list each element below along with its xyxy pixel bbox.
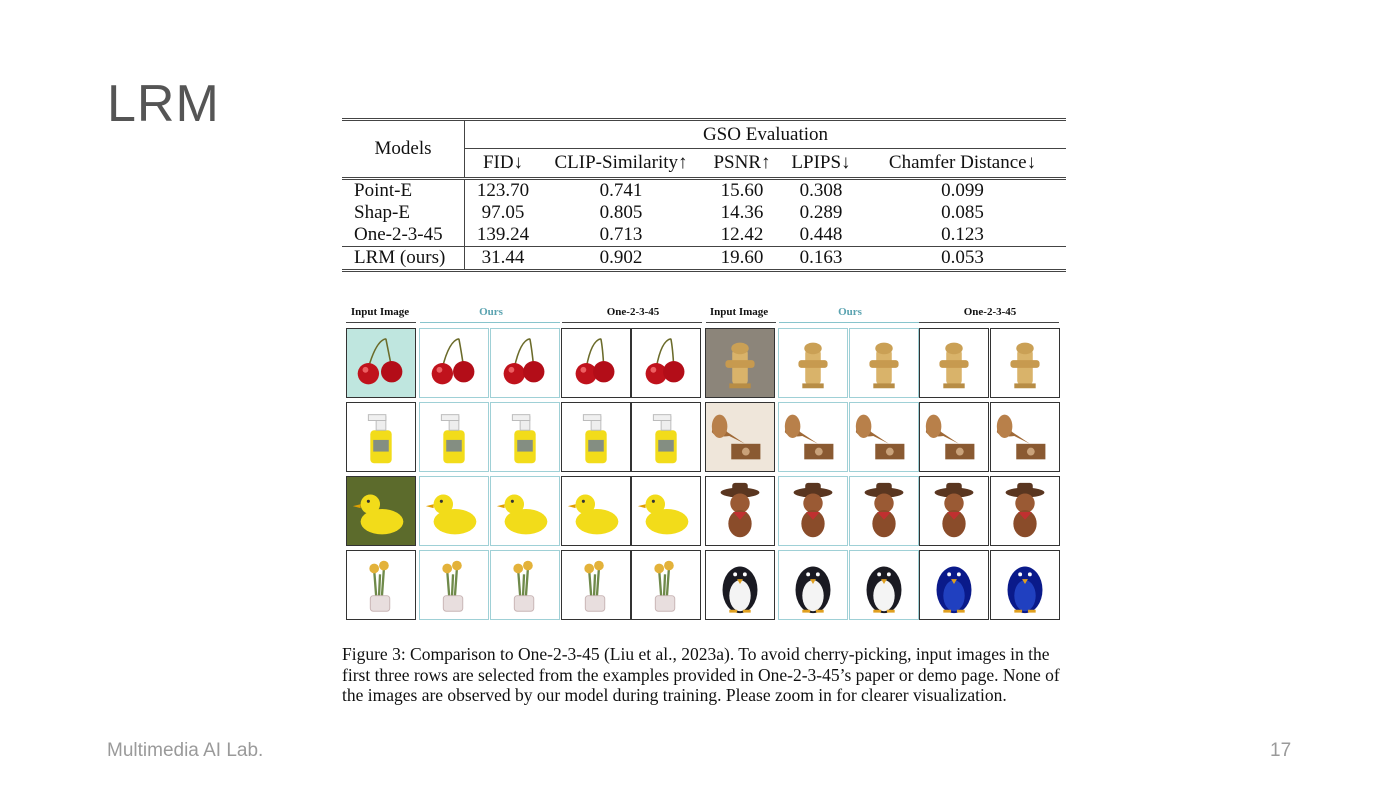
- rubber-duck-ours-render: [419, 476, 489, 546]
- cowboy-teddy-baseline-render: [990, 476, 1060, 546]
- gramophone-input-image: [705, 402, 775, 472]
- cherries-ours-render: [419, 328, 489, 398]
- cherries-baseline-render: [631, 328, 701, 398]
- header-rule: [346, 322, 416, 323]
- spray-bottle-ours-render: [419, 402, 489, 472]
- table-cell: 31.44: [464, 246, 541, 271]
- fire-hydrant-baseline-render: [919, 328, 989, 398]
- fire-hydrant-ours-render: [778, 328, 848, 398]
- table-row: Point-E 123.70 0.741 15.60 0.308 0.099: [342, 178, 1066, 202]
- rubber-duck-ours-render: [490, 476, 560, 546]
- table-cell: 0.163: [783, 246, 859, 271]
- table-cell: 0.713: [599, 224, 643, 245]
- column-header: CLIP-Similarity↑: [554, 152, 688, 173]
- model-name: LRM (ours): [342, 246, 465, 271]
- table-cell: 0.448: [799, 224, 843, 245]
- cowboy-teddy-ours-render: [778, 476, 848, 546]
- table-cell: 0.308: [799, 180, 843, 201]
- header-rule: [706, 322, 776, 323]
- figure-header: Ours: [838, 306, 862, 318]
- cowboy-teddy-ours-render: [849, 476, 919, 546]
- table-row: Shap-E 97.05 0.805 14.36 0.289 0.085: [342, 202, 1066, 224]
- models-header: Models: [342, 119, 465, 179]
- gramophone-ours-render: [849, 402, 919, 472]
- figure-header: One-2-3-45: [963, 306, 1017, 318]
- penguin-input-image: [705, 550, 775, 620]
- table-cell: 0.289: [799, 202, 843, 223]
- fire-hydrant-ours-render: [849, 328, 919, 398]
- header-rule: [562, 322, 702, 323]
- penguin-baseline-render: [919, 550, 989, 620]
- slide-title: LRM: [107, 75, 220, 133]
- header-rule: [420, 322, 560, 323]
- cowboy-teddy-input-image: [705, 476, 775, 546]
- table-cell: 0.741: [599, 180, 643, 201]
- table-row-ours: LRM (ours) 31.44 0.902 19.60 0.163 0.053: [342, 246, 1066, 271]
- results-table-container: Models GSO Evaluation FID↓ CLIP-Similari…: [342, 118, 1066, 272]
- cherries-input-image: [346, 328, 416, 398]
- table-cell: 14.36: [720, 202, 764, 223]
- table-cell: 12.42: [720, 224, 764, 245]
- column-header: LPIPS↓: [791, 152, 851, 173]
- flower-pot-ours-render: [490, 550, 560, 620]
- flower-pot-ours-render: [419, 550, 489, 620]
- column-header: Chamfer Distance↓: [888, 152, 1037, 173]
- cherries-baseline-render: [561, 328, 631, 398]
- flower-pot-input-image: [346, 550, 416, 620]
- fire-hydrant-baseline-render: [990, 328, 1060, 398]
- header-rule: [919, 322, 1059, 323]
- results-table: Models GSO Evaluation FID↓ CLIP-Similari…: [342, 118, 1066, 272]
- figure-caption: Figure 3: Comparison to One-2-3-45 (Liu …: [342, 644, 1060, 705]
- gso-evaluation-header: GSO Evaluation: [702, 123, 829, 145]
- page-number: 17: [1270, 740, 1292, 761]
- table-row: One-2-3-45 139.24 0.713 12.42 0.448 0.12…: [342, 224, 1066, 247]
- rubber-duck-baseline-render: [561, 476, 631, 546]
- penguin-ours-render: [849, 550, 919, 620]
- flower-pot-baseline-render: [561, 550, 631, 620]
- gramophone-ours-render: [778, 402, 848, 472]
- header-rule: [779, 322, 919, 323]
- table-cell: 0.099: [941, 180, 984, 201]
- table-cell: 123.70: [476, 180, 530, 201]
- table-cell: 19.60: [701, 246, 783, 271]
- spray-bottle-ours-render: [490, 402, 560, 472]
- figure-header: Input Image: [350, 306, 410, 318]
- footer-lab-name: Multimedia AI Lab.: [107, 740, 264, 761]
- gramophone-baseline-render: [990, 402, 1060, 472]
- table-cell: 0.805: [599, 202, 643, 223]
- fire-hydrant-input-image: [705, 328, 775, 398]
- column-header: PSNR↑: [713, 152, 771, 173]
- figure-header: Ours: [479, 306, 503, 318]
- table-cell: 0.053: [859, 246, 1066, 271]
- table-cell: 97.05: [481, 202, 525, 223]
- spray-bottle-baseline-render: [631, 402, 701, 472]
- figure-header: One-2-3-45: [606, 306, 660, 318]
- table-cell: 0.123: [941, 224, 984, 245]
- model-name: Shap-E: [342, 202, 465, 224]
- rubber-duck-baseline-render: [631, 476, 701, 546]
- rubber-duck-input-image: [346, 476, 416, 546]
- column-header: FID↓: [482, 152, 524, 173]
- table-cell: 139.24: [476, 224, 530, 245]
- table-cell: 0.085: [941, 202, 984, 223]
- cherries-ours-render: [490, 328, 560, 398]
- table-cell: 0.902: [541, 246, 701, 271]
- model-name: One-2-3-45: [342, 224, 465, 247]
- spray-bottle-baseline-render: [561, 402, 631, 472]
- figure-header: Input Image: [709, 306, 769, 318]
- comparison-figure: Input Image Ours One-2-3-45 Input Image …: [342, 303, 1066, 625]
- model-name: Point-E: [342, 178, 465, 202]
- penguin-baseline-render: [990, 550, 1060, 620]
- gramophone-baseline-render: [919, 402, 989, 472]
- penguin-ours-render: [778, 550, 848, 620]
- spray-bottle-input-image: [346, 402, 416, 472]
- flower-pot-baseline-render: [631, 550, 701, 620]
- table-cell: 15.60: [720, 180, 764, 201]
- cowboy-teddy-baseline-render: [919, 476, 989, 546]
